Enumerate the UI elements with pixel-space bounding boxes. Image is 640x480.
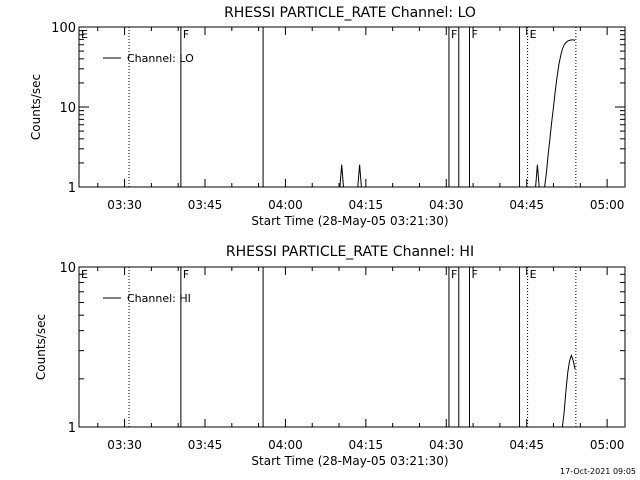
lo-data-series [339,39,576,188]
hi-y-axis-label: Counts/sec [34,314,48,380]
hi-plot-frame [78,266,626,428]
hi-x-tick-label-0: 03:30 [107,438,142,452]
hi-x-ticks: 03:30 03:45 04:00 04:15 04:30 04:45 05:00 [97,267,625,452]
lo-marker-lines [128,27,577,187]
lo-marker-label-2: F [183,28,189,41]
lo-x-tick-label-6: 05:00 [590,198,625,212]
hi-x-tick-label-2: 04:00 [268,438,303,452]
hi-x-tick-label-3: 04:15 [349,438,384,452]
lo-series-segment-1 [357,164,362,188]
hi-marker-lines [128,267,577,427]
hi-data-series [561,353,576,428]
hi-y-tick-label-0: 1 [68,421,76,436]
lo-y-axis-label: Counts/sec [29,74,43,140]
hi-y-tick-label-1: 10 [59,261,76,276]
lo-x-tick-label-3: 04:15 [349,198,384,212]
lo-x-tick-label-1: 03:45 [188,198,223,212]
hi-x-tick-label-6: 05:00 [590,438,625,452]
lo-y-tick-label-2: 100 [51,21,76,36]
lo-marker-label-4: F [451,28,457,41]
lo-x-tick-label-2: 04:00 [268,198,303,212]
lo-x-tick-label-0: 03:30 [107,198,142,212]
lo-series-segment-2 [535,164,540,188]
lo-marker-label-0: E [81,28,88,41]
hi-channel-panel: RHESSI PARTICLE_RATE Channel: HI E F F F E 0… [34,244,626,468]
lo-series-segment-3 [544,39,576,188]
hi-marker-label-4: F [451,268,457,281]
hi-x-tick-label-4: 04:30 [429,438,464,452]
hi-marker-label-8: E [530,268,537,281]
lo-x-axis-label: Start Time (28-May-05 03:21:30) [251,214,448,228]
hi-legend-label: Channel: HI [127,292,191,305]
lo-chart-title: RHESSI PARTICLE_RATE Channel: LO [224,5,476,21]
hi-y-ticks: 1 10 [59,261,625,436]
lo-channel-panel: RHESSI PARTICLE_RATE Channel: LO E F F F E 0… [29,5,626,228]
lo-legend-label: Channel: LO [127,52,194,65]
hi-series-segment-0 [561,353,576,428]
hi-chart-title: RHESSI PARTICLE_RATE Channel: HI [226,244,474,260]
lo-x-ticks: 03:30 03:45 04:00 04:15 04:30 04:45 05:00 [97,27,625,212]
lo-marker-label-6: F [472,28,478,41]
generation-timestamp: 17-Oct-2021 09:05 [560,467,636,476]
hi-marker-label-0: E [81,268,88,281]
lo-y-tick-label-1: 10 [59,101,76,116]
hi-x-axis-label: Start Time (28-May-05 03:21:30) [251,454,448,468]
lo-x-tick-label-5: 04:45 [509,198,544,212]
lo-series-segment-0 [339,164,344,188]
hi-x-tick-label-5: 04:45 [509,438,544,452]
lo-y-ticks: 1 10 100 [51,21,625,196]
lo-x-tick-label-4: 04:30 [429,198,464,212]
hi-legend: Channel: HI [103,292,191,305]
lo-marker-label-8: E [530,28,537,41]
hi-marker-label-6: F [472,268,478,281]
lo-legend: Channel: LO [103,52,194,65]
hi-marker-label-2: F [183,268,189,281]
hi-x-tick-label-1: 03:45 [188,438,223,452]
lo-y-tick-label-0: 1 [68,181,76,196]
